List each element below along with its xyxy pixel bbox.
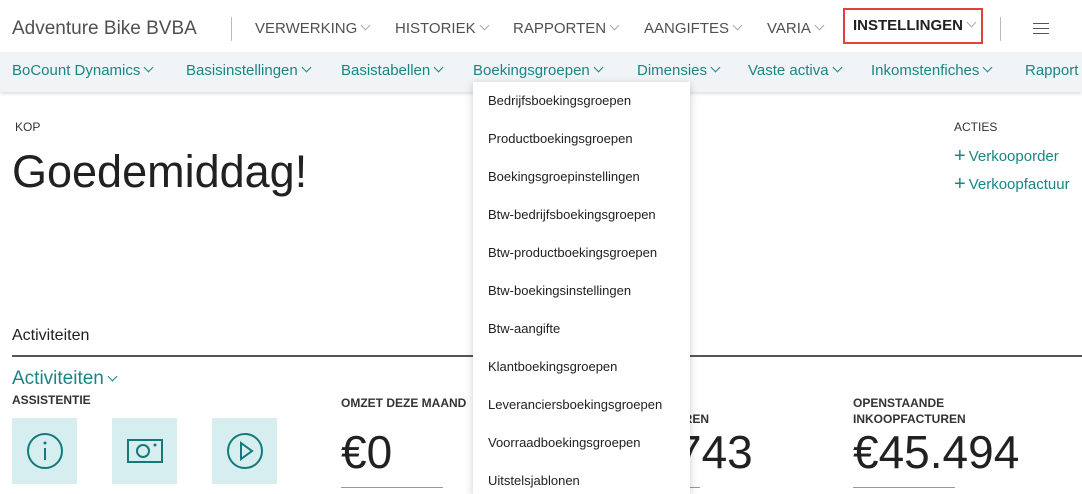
subnav-bocount[interactable]: BoCount Dynamics bbox=[12, 62, 154, 79]
chevron-down-icon bbox=[832, 62, 843, 73]
chevron-down-icon bbox=[814, 20, 825, 31]
company-name[interactable]: Adventure Bike BVBA bbox=[12, 18, 197, 39]
divider bbox=[680, 487, 700, 488]
menu-historiek[interactable]: HISTORIEK bbox=[395, 20, 490, 37]
headline-label: KOP bbox=[15, 120, 41, 134]
subnav-dimensies[interactable]: Dimensies bbox=[637, 62, 721, 79]
play-icon bbox=[226, 433, 263, 469]
assist-label: ASSISTENTIE bbox=[12, 393, 91, 407]
chevron-down-icon bbox=[966, 17, 977, 28]
chevron-down-icon bbox=[710, 62, 721, 73]
dropdown-item[interactable]: Btw-productboekingsgroepen bbox=[488, 245, 658, 260]
sub-navigation: BoCount Dynamics Basisinstellingen Basis… bbox=[0, 52, 1082, 92]
divider bbox=[341, 487, 443, 488]
dropdown-item[interactable]: Leveranciersboekingsgroepen bbox=[488, 397, 663, 412]
info-icon bbox=[26, 433, 63, 469]
menu-rapporten[interactable]: RAPPORTEN bbox=[513, 20, 620, 37]
chevron-down-icon bbox=[479, 20, 490, 31]
play-tile[interactable] bbox=[212, 418, 277, 484]
boekingsgroepen-dropdown: Bedrijfsboekingsgroepen Productboekingsg… bbox=[473, 82, 690, 494]
dropdown-item[interactable]: Productboekingsgroepen bbox=[488, 131, 633, 146]
menu-varia[interactable]: VARIA bbox=[767, 20, 825, 37]
plus-icon: + bbox=[954, 173, 966, 195]
subnav-rapport[interactable]: Rapport bbox=[1025, 62, 1079, 79]
plus-icon: + bbox=[954, 145, 966, 167]
dropdown-item[interactable]: Uitstelsjablonen bbox=[488, 473, 580, 488]
top-bar: Adventure Bike BVBA VERWERKING HISTORIEK… bbox=[0, 0, 1082, 52]
subnav-basistabellen[interactable]: Basistabellen bbox=[341, 62, 444, 79]
chevron-down-icon bbox=[301, 62, 312, 73]
activities-group-toggle[interactable]: Activiteiten bbox=[12, 368, 118, 390]
info-tile[interactable] bbox=[12, 418, 77, 484]
camera-icon bbox=[126, 439, 163, 463]
chevron-down-icon bbox=[433, 62, 444, 73]
subnav-boekingsgroepen[interactable]: Boekingsgroepen bbox=[473, 62, 604, 79]
kpi-value[interactable]: €45.494 bbox=[853, 426, 1020, 478]
subnav-basisinstellingen[interactable]: Basisinstellingen bbox=[186, 62, 312, 79]
chevron-down-icon bbox=[143, 62, 154, 73]
dropdown-item[interactable]: Btw-boekingsinstellingen bbox=[488, 283, 632, 298]
greeting: Goedemiddag! bbox=[12, 146, 308, 197]
chevron-down-icon bbox=[732, 20, 743, 31]
chevron-down-icon bbox=[982, 62, 993, 73]
chevron-down-icon bbox=[360, 20, 371, 31]
kpi-value[interactable]: €0 bbox=[341, 426, 393, 478]
kpi-label: OMZET DEZE MAAND bbox=[341, 396, 467, 410]
menu-aangiftes[interactable]: AANGIFTES bbox=[644, 20, 743, 37]
chevron-down-icon bbox=[593, 62, 604, 73]
actions-label: ACTIES bbox=[954, 120, 998, 134]
dropdown-item[interactable]: Boekingsgroepinstellingen bbox=[488, 169, 640, 184]
subnav-inkomstenfiches[interactable]: Inkomstenfiches bbox=[871, 62, 993, 79]
dropdown-item[interactable]: Btw-aangifte bbox=[488, 321, 561, 336]
subnav-vaste-activa[interactable]: Vaste activa bbox=[748, 62, 843, 79]
kpi-label: OPENSTAANDE bbox=[853, 396, 945, 410]
action-verkoopfactuur[interactable]: + Verkoopfactuur bbox=[954, 173, 1070, 195]
chevron-down-icon bbox=[107, 371, 118, 382]
kpi-label: INKOOPFACTUREN bbox=[853, 412, 966, 426]
chevron-down-icon bbox=[609, 20, 620, 31]
hamburger-icon[interactable] bbox=[1033, 23, 1049, 38]
divider bbox=[1000, 17, 1001, 41]
dropdown-item[interactable]: Btw-bedrijfsboekingsgroepen bbox=[488, 207, 656, 222]
dropdown-item[interactable]: Klantboekingsgroepen bbox=[488, 359, 618, 374]
section-title: Activiteiten bbox=[12, 327, 90, 344]
dropdown-item[interactable]: Voorraadboekingsgroepen bbox=[488, 435, 641, 450]
menu-instellingen[interactable]: INSTELLINGEN bbox=[843, 8, 983, 44]
action-verkooporder[interactable]: + Verkooporder bbox=[954, 145, 1059, 167]
dropdown-item[interactable]: Bedrijfsboekingsgroepen bbox=[488, 93, 632, 108]
menu-verwerking[interactable]: VERWERKING bbox=[255, 20, 371, 37]
divider bbox=[231, 17, 232, 41]
camera-tile[interactable] bbox=[112, 418, 177, 484]
divider bbox=[853, 487, 955, 488]
